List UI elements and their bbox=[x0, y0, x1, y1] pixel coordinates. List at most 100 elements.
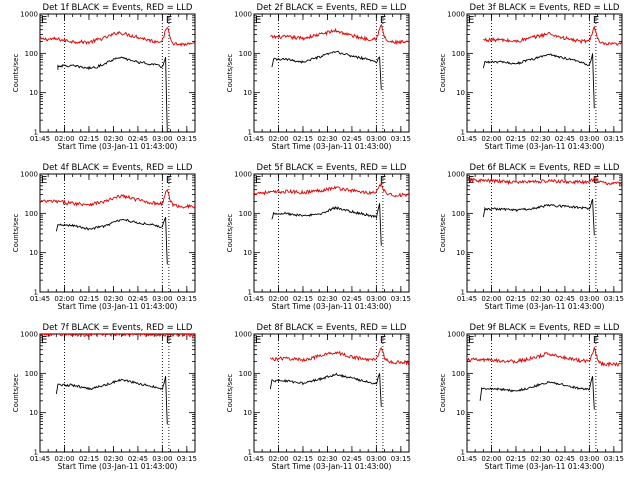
flag-label: E bbox=[166, 335, 172, 346]
x-tick-label: 02:30 bbox=[103, 295, 123, 303]
x-tick-label: 02:15 bbox=[293, 455, 313, 463]
y-tick-label: 1000 bbox=[20, 331, 38, 339]
x-axis-label: Start Time (03-Jan-11 01:43:00) bbox=[485, 302, 605, 311]
plot-frame bbox=[253, 13, 410, 133]
x-tick-label: 02:00 bbox=[54, 135, 74, 143]
flag-label: E bbox=[380, 15, 386, 26]
detector-panel: Det 8f BLACK = Events, RED = LLD E E 1 10 100… bbox=[226, 323, 411, 471]
events-series-line bbox=[55, 216, 168, 265]
y-tick-label: 10 bbox=[456, 409, 465, 417]
panel-title: Det 7f BLACK = Events, RED = LLD bbox=[43, 323, 193, 333]
y-tick-label: 10 bbox=[243, 249, 252, 257]
events-series-line bbox=[57, 56, 168, 132]
x-tick-label: 02:00 bbox=[268, 135, 288, 143]
y-axis-label: Counts/sec bbox=[226, 54, 234, 93]
y-tick-label: 1 bbox=[248, 129, 252, 137]
y-tick-label: 10 bbox=[29, 89, 38, 97]
plot-frame bbox=[39, 13, 196, 133]
y-tick-label: 100 bbox=[25, 210, 38, 218]
y-tick-label: 100 bbox=[239, 50, 252, 58]
x-tick-label: 03:15 bbox=[391, 295, 411, 303]
y-tick-label: 100 bbox=[452, 50, 465, 58]
y-axis-label: Counts/sec bbox=[12, 374, 20, 413]
x-tick-label: 03:00 bbox=[579, 295, 599, 303]
y-tick-label: 1 bbox=[461, 449, 465, 457]
x-tick-label: 01:45 bbox=[244, 455, 264, 463]
flag-label-left: E bbox=[41, 175, 47, 186]
detector-panel: Det 9f BLACK = Events, RED = LLD E E 1 10 100… bbox=[439, 323, 624, 471]
y-tick-label: 1 bbox=[248, 289, 252, 297]
x-tick-label: 01:45 bbox=[30, 135, 50, 143]
x-tick-label: 02:30 bbox=[317, 135, 337, 143]
detector-panel: Det 2f BLACK = Events, RED = LLD E E 1 10 100… bbox=[226, 3, 411, 151]
y-axis-label: Counts/sec bbox=[226, 214, 234, 253]
y-tick-label: 10 bbox=[456, 89, 465, 97]
events-series-line bbox=[479, 375, 595, 410]
panel-title: Det 8f BLACK = Events, RED = LLD bbox=[257, 323, 407, 333]
x-tick-label: 02:15 bbox=[506, 295, 526, 303]
x-axis-label: Start Time (03-Jan-11 01:43:00) bbox=[485, 142, 605, 151]
x-axis-label: Start Time (03-Jan-11 01:43:00) bbox=[58, 302, 178, 311]
plot-frame bbox=[253, 173, 410, 293]
x-tick-label: 02:45 bbox=[342, 455, 362, 463]
flag-label: E bbox=[380, 335, 386, 346]
events-series-line bbox=[271, 203, 382, 246]
events-series-line bbox=[271, 50, 382, 90]
plot-frame bbox=[466, 173, 623, 293]
events-series-line bbox=[269, 372, 382, 407]
x-tick-label: 02:00 bbox=[481, 135, 501, 143]
plot-frame bbox=[39, 173, 196, 293]
x-tick-label: 01:45 bbox=[457, 135, 477, 143]
y-tick-label: 10 bbox=[243, 409, 252, 417]
x-tick-label: 02:45 bbox=[342, 135, 362, 143]
flag-label: E bbox=[166, 175, 172, 186]
y-tick-label: 1000 bbox=[20, 171, 38, 179]
y-tick-label: 1000 bbox=[447, 331, 465, 339]
x-tick-label: 02:00 bbox=[481, 455, 501, 463]
x-tick-label: 02:15 bbox=[79, 295, 99, 303]
plot-frame bbox=[253, 333, 410, 453]
x-axis-label: Start Time (03-Jan-11 01:43:00) bbox=[272, 462, 392, 471]
lld-series-line bbox=[40, 26, 195, 48]
detector-panel: Det 1f BLACK = Events, RED = LLD E E 1 10 100… bbox=[12, 3, 197, 151]
y-tick-label: 10 bbox=[456, 249, 465, 257]
x-tick-label: 02:30 bbox=[530, 135, 550, 143]
lld-series-line bbox=[270, 23, 409, 46]
y-tick-label: 100 bbox=[25, 370, 38, 378]
x-tick-label: 03:15 bbox=[391, 455, 411, 463]
events-series-line bbox=[55, 376, 168, 425]
x-tick-label: 02:30 bbox=[103, 135, 123, 143]
flag-label-left: E bbox=[255, 15, 261, 26]
panel-title: Det 1f BLACK = Events, RED = LLD bbox=[43, 3, 193, 13]
y-tick-label: 100 bbox=[25, 50, 38, 58]
x-tick-label: 01:45 bbox=[30, 295, 50, 303]
panel-title: Det 2f BLACK = Events, RED = LLD bbox=[257, 3, 407, 13]
x-tick-label: 03:15 bbox=[391, 135, 411, 143]
detector-panel: Det 5f BLACK = Events, RED = LLD E E 1 10 100… bbox=[226, 163, 411, 311]
x-tick-label: 02:00 bbox=[54, 455, 74, 463]
x-tick-label: 03:00 bbox=[366, 455, 386, 463]
x-tick-label: 02:30 bbox=[530, 455, 550, 463]
plot-frame bbox=[466, 13, 623, 133]
lld-series-line bbox=[467, 346, 622, 368]
x-tick-label: 01:45 bbox=[244, 135, 264, 143]
y-tick-label: 10 bbox=[29, 249, 38, 257]
x-tick-label: 02:15 bbox=[293, 295, 313, 303]
y-tick-label: 100 bbox=[239, 370, 252, 378]
y-axis-label: Counts/sec bbox=[439, 374, 447, 413]
x-tick-label: 02:00 bbox=[268, 455, 288, 463]
flag-label-left: E bbox=[468, 335, 474, 346]
x-tick-label: 02:45 bbox=[128, 295, 148, 303]
y-tick-label: 1 bbox=[461, 129, 465, 137]
x-tick-label: 01:45 bbox=[457, 455, 477, 463]
detector-panel: Det 7f BLACK = Events, RED = LLD E E 1 10 100… bbox=[12, 323, 197, 471]
detector-panel: Det 4f BLACK = Events, RED = LLD E E 1 10 100… bbox=[12, 163, 197, 311]
flag-label-left: E bbox=[468, 175, 474, 186]
x-tick-label: 02:15 bbox=[506, 135, 526, 143]
y-axis-label: Counts/sec bbox=[439, 54, 447, 93]
x-tick-label: 03:00 bbox=[366, 295, 386, 303]
lld-series-line bbox=[467, 176, 622, 186]
y-tick-label: 10 bbox=[29, 409, 38, 417]
x-tick-label: 02:00 bbox=[54, 295, 74, 303]
x-tick-label: 03:15 bbox=[604, 295, 624, 303]
